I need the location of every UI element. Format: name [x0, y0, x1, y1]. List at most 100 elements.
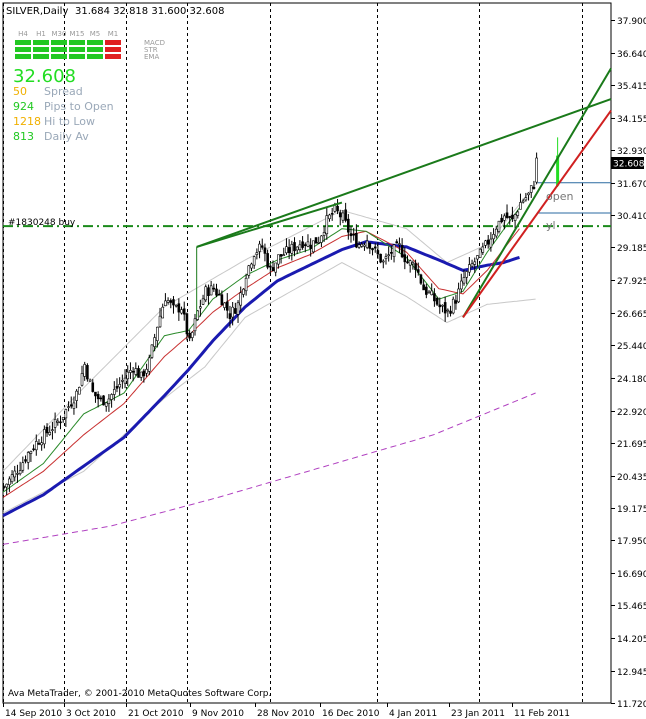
- signal-block: [69, 54, 85, 59]
- candle-body: [519, 202, 522, 210]
- timeframe-label: H1: [36, 30, 46, 38]
- candle-body: [115, 386, 119, 389]
- candle-body: [5, 483, 8, 488]
- candle-body: [255, 252, 259, 255]
- y-tick-label: 15.465: [617, 602, 646, 612]
- signal-block: [15, 40, 31, 45]
- x-tick-label: 16 Dec 2010: [322, 709, 380, 719]
- candle-body: [223, 302, 226, 308]
- candle-body: [239, 292, 243, 306]
- candle-body: [279, 254, 283, 257]
- candle-body: [45, 426, 49, 434]
- timeframe-label: M5: [90, 30, 101, 38]
- candle-body: [344, 209, 347, 221]
- x-tick-label: 11 Feb 2011: [514, 709, 570, 719]
- candle-body: [419, 274, 423, 284]
- candle-body: [51, 429, 54, 431]
- candle-body: [53, 419, 57, 428]
- candle-body: [376, 250, 380, 255]
- candle-body: [347, 218, 350, 233]
- signal-block: [69, 47, 85, 52]
- y-tick-label: 24.180: [617, 375, 646, 385]
- open-level-label: open: [546, 190, 573, 203]
- candle-body: [465, 271, 468, 278]
- candle-body: [193, 318, 197, 332]
- candle-body: [387, 254, 390, 257]
- x-tick-label: 9 Nov 2010: [192, 709, 244, 719]
- candle-body: [188, 332, 191, 339]
- y-tick-label: 20.435: [617, 473, 646, 483]
- x-tick-label: 14 Sep 2010: [5, 709, 62, 719]
- y-tick-label: 14.205: [617, 635, 646, 645]
- candle-body: [314, 237, 318, 244]
- candle-body: [435, 297, 439, 305]
- candle-body: [408, 260, 412, 266]
- candle-body: [524, 197, 528, 201]
- candle-body: [285, 246, 288, 254]
- candle-body: [258, 243, 261, 252]
- candle-body: [468, 264, 471, 273]
- candle-body: [406, 261, 409, 264]
- candle-body: [72, 402, 76, 409]
- candle-body: [325, 215, 329, 235]
- signal-block: [87, 47, 103, 52]
- candle-body: [494, 228, 498, 237]
- candle-body: [231, 306, 234, 318]
- candle-body: [349, 233, 353, 237]
- signal-row-label: EMA: [144, 53, 159, 61]
- trendline-0: [196, 201, 343, 248]
- candle-body: [56, 420, 60, 423]
- candle-body: [32, 448, 35, 451]
- candle-body: [508, 216, 512, 218]
- candle-body: [481, 246, 485, 253]
- candle-body: [398, 243, 401, 245]
- candle-body: [86, 365, 89, 380]
- candle-body: [293, 242, 296, 252]
- candle-body: [438, 304, 442, 308]
- ma-line-3: [2, 392, 536, 545]
- candle-body: [29, 451, 33, 454]
- candle-body: [209, 285, 213, 296]
- candle-body: [13, 470, 17, 478]
- candle-body: [309, 244, 312, 249]
- candle-body: [414, 263, 417, 270]
- candle-body: [336, 205, 339, 212]
- x-tick-label: 4 Jan 2011: [389, 709, 437, 719]
- candle-body: [352, 233, 356, 236]
- candle-body: [295, 246, 299, 251]
- signal-row-label: MACD: [144, 39, 165, 47]
- y-tick-label: 11.720: [617, 700, 646, 710]
- signal-block: [33, 54, 49, 59]
- candle-body: [199, 306, 202, 309]
- candle-body: [204, 286, 208, 301]
- candle-body: [201, 298, 205, 305]
- candle-body: [88, 379, 92, 382]
- candle-body: [69, 404, 73, 407]
- candle-body: [145, 368, 148, 374]
- x-tick-label: 23 Jan 2011: [451, 709, 505, 719]
- candle-body: [503, 215, 506, 221]
- candle-body: [392, 244, 396, 257]
- candle-body: [287, 247, 291, 254]
- x-tick-label: 21 Oct 2010: [128, 709, 184, 719]
- candle-body: [320, 235, 323, 243]
- candle-body: [234, 308, 237, 314]
- candle-body: [64, 409, 68, 419]
- signal-block: [33, 47, 49, 52]
- y-tick-label: 22.920: [617, 408, 646, 418]
- signal-block: [105, 40, 121, 45]
- candle-body: [247, 265, 251, 276]
- x-axis: 14 Sep 2010 3 Oct 2010 21 Oct 2010 9 Nov 20…: [3, 703, 570, 719]
- candle-body: [433, 293, 436, 302]
- current-price-tag: 32.608: [611, 157, 645, 170]
- candle-body: [139, 371, 143, 378]
- candle-body: [274, 262, 277, 273]
- candle-body: [271, 267, 275, 272]
- y-tick-label: 16.690: [617, 570, 646, 580]
- candle-body: [368, 242, 372, 249]
- order-label: #1830248 buy: [8, 218, 76, 228]
- candle-body: [390, 252, 393, 254]
- candle-body: [137, 368, 140, 378]
- candle-body: [282, 254, 286, 257]
